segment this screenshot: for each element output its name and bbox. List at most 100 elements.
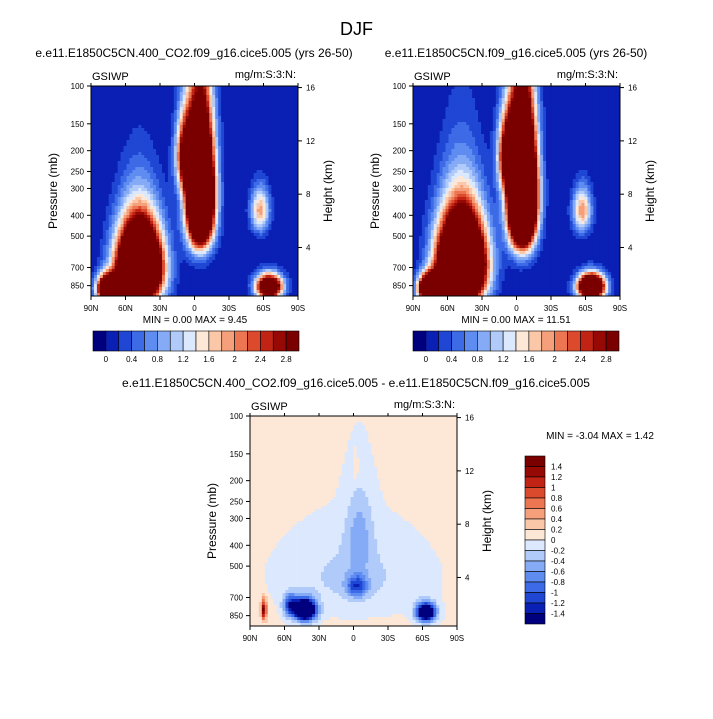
colorbar-swatch (426, 331, 439, 351)
colorbar-swatch (93, 331, 106, 351)
colorbar-label: -1.4 (551, 610, 565, 619)
y-axis-label: Pressure (mb) (46, 153, 60, 229)
x-tick-label: 0 (192, 304, 197, 313)
colorbar-label: 0.4 (446, 355, 458, 364)
field-raster (413, 86, 621, 297)
colorbar-label: 1 (551, 484, 556, 493)
variable-label: GSIWP (414, 71, 451, 83)
x-tick-label: 0 (514, 304, 519, 313)
y-tick-label: 700 (230, 594, 244, 603)
colorbar-label: 2.8 (601, 355, 613, 364)
colorbar-label: 1.6 (203, 355, 215, 364)
y-tick-label: 150 (230, 450, 244, 459)
field-raster (91, 86, 299, 297)
colorbar-swatch (525, 593, 545, 604)
units-label: mg/m:S:3:N: (557, 69, 618, 81)
y-tick-label: 850 (71, 282, 85, 291)
height-tick-label: 12 (628, 137, 637, 146)
y-tick-label: 100 (71, 82, 85, 91)
units-label: mg/m:S:3:N: (235, 69, 296, 81)
colorbar-label: 2.8 (281, 355, 293, 364)
colorbar-swatch (525, 551, 545, 562)
colorbar-label: 2 (552, 355, 557, 364)
colorbar-swatch (525, 540, 545, 551)
colorbar-swatch (286, 331, 299, 351)
height-tick-label: 4 (628, 243, 633, 252)
min-max-stats: MIN = -3.04 MAX = 1.42 (546, 431, 654, 442)
x-tick-label: 90S (450, 634, 464, 643)
height-tick-label: 12 (306, 137, 315, 146)
y-tick-label: 100 (393, 82, 407, 91)
colorbar-swatch (525, 467, 545, 478)
colorbar-swatch (525, 509, 545, 520)
x-tick-label: 60S (256, 304, 270, 313)
colorbar-swatch (260, 331, 273, 351)
colorbar-swatch (477, 331, 490, 351)
panel-title: e.e11.E1850C5CN.f09_g16.cice5.005 (yrs 2… (385, 46, 648, 60)
colorbar-swatch (606, 331, 619, 351)
colorbar-swatch (525, 519, 545, 530)
y-tick-label: 300 (230, 514, 244, 523)
y-tick-label: 850 (393, 282, 407, 291)
colorbar-label: -1.2 (551, 599, 565, 608)
colorbar-swatch (235, 331, 248, 351)
height-tick-label: 8 (306, 190, 311, 199)
colorbar-swatch (529, 331, 542, 351)
colorbar-swatch (568, 331, 581, 351)
colorbar-swatch (132, 331, 145, 351)
x-tick-label: 30N (153, 304, 168, 313)
colorbar-label: 1.2 (551, 473, 563, 482)
y-tick-label: 500 (230, 562, 244, 571)
colorbar-swatch (525, 488, 545, 499)
y-axis-right-label: Height (km) (321, 160, 335, 222)
colorbar-swatch (248, 331, 261, 351)
colorbar-swatch (413, 331, 426, 351)
y-tick-label: 300 (71, 184, 85, 193)
y-axis-right-label: Height (km) (643, 160, 657, 222)
y-tick-label: 700 (393, 264, 407, 273)
height-tick-label: 16 (628, 84, 637, 93)
y-tick-label: 250 (393, 167, 407, 176)
colorbar-swatch (580, 331, 593, 351)
panel-panel_diff: e.e11.E1850C5CN.400_CO2.f09_g16.cice5.00… (122, 376, 654, 643)
colorbar-label: 0.8 (152, 355, 164, 364)
colorbar-swatch (465, 331, 478, 351)
x-tick-label: 30S (222, 304, 236, 313)
y-tick-label: 200 (230, 477, 244, 486)
x-tick-label: 30S (544, 304, 558, 313)
colorbar-swatch (273, 331, 286, 351)
colorbar-label: 2.4 (255, 355, 267, 364)
colorbar-label: 0.2 (551, 526, 563, 535)
colorbar-label: 0.6 (551, 505, 563, 514)
y-axis-label: Pressure (mb) (205, 483, 219, 559)
height-tick-label: 16 (306, 84, 315, 93)
colorbar-label: 0 (551, 536, 556, 545)
colorbar-swatch (119, 331, 132, 351)
y-tick-label: 250 (230, 497, 244, 506)
x-tick-label: 60N (440, 304, 455, 313)
x-tick-label: 60S (578, 304, 592, 313)
colorbar-label: -0.2 (551, 547, 565, 556)
colorbar-swatch (525, 477, 545, 488)
colorbar-swatch (157, 331, 170, 351)
colorbar-swatch (525, 603, 545, 614)
y-tick-label: 200 (71, 147, 85, 156)
y-axis-right-label: Height (km) (480, 490, 494, 552)
x-tick-label: 90S (613, 304, 627, 313)
colorbar-label: -0.8 (551, 578, 565, 587)
x-tick-label: 30S (381, 634, 395, 643)
x-tick-label: 90N (84, 304, 99, 313)
colorbar-swatch (490, 331, 503, 351)
colorbar-swatch (525, 456, 545, 467)
y-tick-label: 850 (230, 612, 244, 621)
y-tick-label: 150 (71, 120, 85, 129)
y-tick-label: 500 (71, 232, 85, 241)
height-tick-label: 8 (465, 520, 470, 529)
x-tick-label: 60N (118, 304, 133, 313)
height-tick-label: 4 (465, 573, 470, 582)
colorbar-swatch (525, 498, 545, 509)
